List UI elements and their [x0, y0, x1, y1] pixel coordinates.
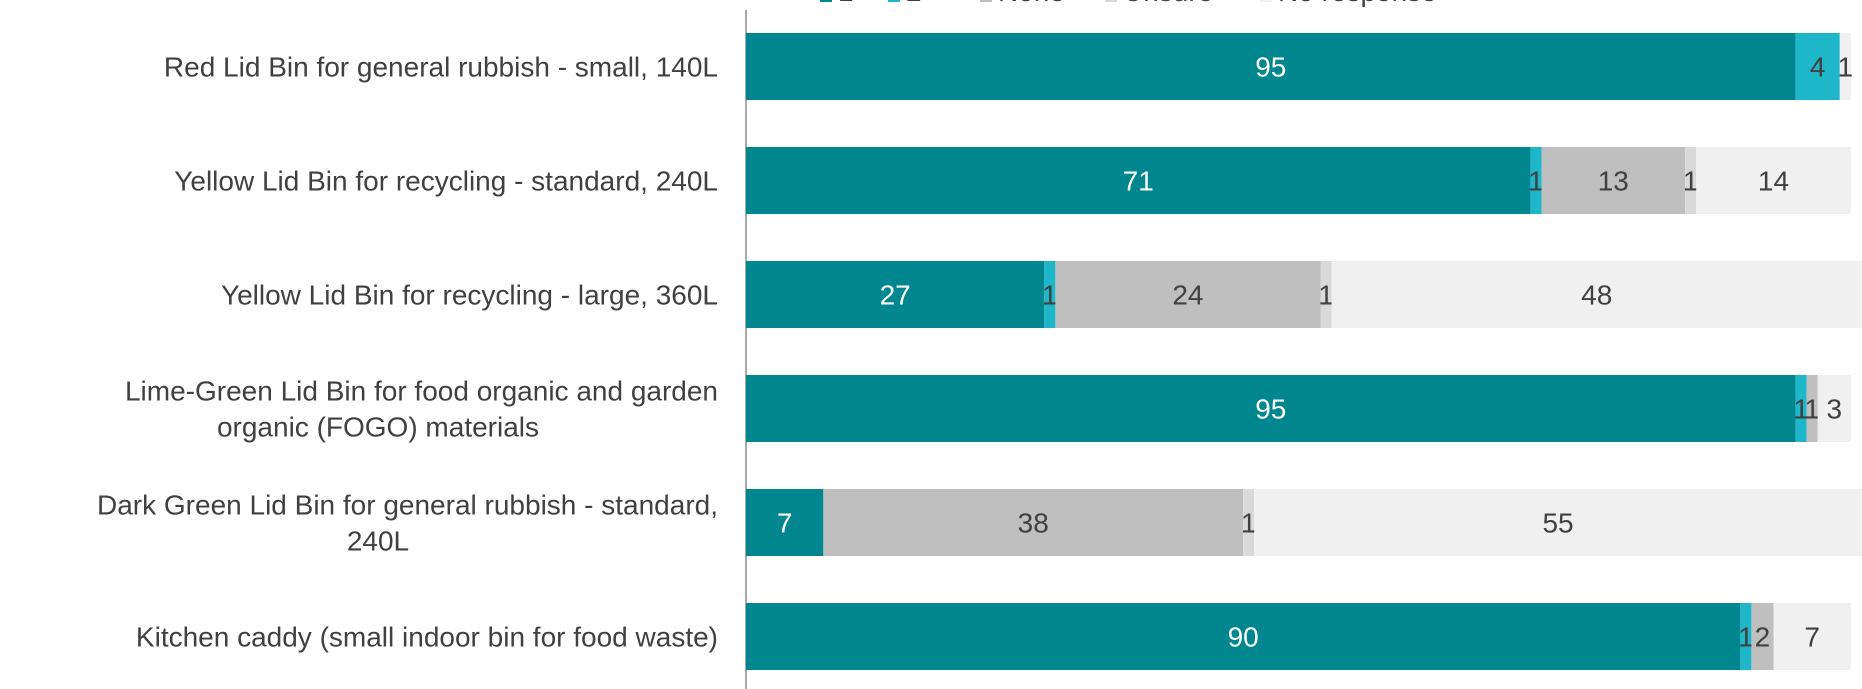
data-label-0-1: 4: [1810, 52, 1826, 83]
legend-label-1: 2+: [906, 0, 938, 7]
data-label-3-1: 1: [1793, 394, 1809, 425]
data-label-2-0: 27: [880, 280, 911, 311]
category-label-5: Kitchen caddy (small indoor bin for food…: [136, 622, 718, 653]
bar-segment-1-0: [746, 147, 1531, 214]
category-label-4-line-0: Dark Green Lid Bin for general rubbish -…: [97, 490, 718, 521]
bar-segment-3-2: [1806, 375, 1818, 442]
legend-label-3: Unsure: [1123, 0, 1213, 7]
category-label-1: Yellow Lid Bin for recycling - standard,…: [174, 166, 718, 197]
bar-segment-5-0: [746, 603, 1741, 670]
data-label-5-4: 7: [1804, 622, 1820, 653]
legend-label-4: No response: [1278, 0, 1437, 7]
bar-segment-3-0: [746, 375, 1796, 442]
legend-swatch-1: [888, 0, 900, 2]
legend-swatch-4: [1260, 0, 1272, 2]
bar-segment-5-1: [1740, 603, 1752, 670]
bar-segment-2-3: [1320, 261, 1332, 328]
bar-segment-1-4: [1696, 147, 1851, 214]
data-label-2-1: 1: [1042, 280, 1058, 311]
bar-segment-5-2: [1751, 603, 1774, 670]
bar-segment-2-2: [1055, 261, 1321, 328]
legend-label-0: 1: [838, 0, 854, 7]
data-label-2-3: 1: [1318, 280, 1334, 311]
data-label-3-0: 95: [1255, 394, 1286, 425]
data-label-5-1: 1: [1738, 622, 1754, 653]
bar-segment-4-3: [1243, 489, 1255, 556]
data-label-5-2: 2: [1755, 622, 1771, 653]
data-label-1-4: 14: [1758, 166, 1789, 197]
category-label-4-line-1: 240L: [347, 526, 409, 557]
data-label-5-0: 90: [1228, 622, 1259, 653]
bar-segment-2-0: [746, 261, 1045, 328]
legend-swatch-3: [1105, 0, 1117, 2]
bar-segment-3-1: [1795, 375, 1807, 442]
bar-segment-3-4: [1817, 375, 1851, 442]
bar-segment-4-2: [823, 489, 1244, 556]
bar-segment-0-4: [1839, 33, 1851, 100]
data-label-3-2: 1: [1804, 394, 1820, 425]
data-label-2-4: 48: [1581, 280, 1612, 311]
bar-segment-2-4: [1331, 261, 1862, 328]
bar-segment-5-4: [1773, 603, 1851, 670]
legend-swatch-0: [820, 0, 832, 2]
legend-label-2: None: [998, 0, 1065, 7]
bar-segment-4-4: [1254, 489, 1862, 556]
bar-segment-0-1: [1795, 33, 1840, 100]
bar-segment-1-3: [1685, 147, 1697, 214]
category-label-3-line-1: organic (FOGO) materials: [217, 412, 539, 443]
bar-segment-1-1: [1530, 147, 1542, 214]
data-label-1-2: 13: [1598, 166, 1629, 197]
data-label-0-0: 95: [1255, 52, 1286, 83]
data-label-4-3: 1: [1241, 508, 1257, 539]
category-label-3-line-0: Lime-Green Lid Bin for food organic and …: [125, 376, 718, 407]
data-label-4-4: 55: [1542, 508, 1573, 539]
data-label-2-2: 24: [1172, 280, 1203, 311]
data-label-1-3: 1: [1683, 166, 1699, 197]
category-label-2: Yellow Lid Bin for recycling - large, 36…: [221, 280, 718, 311]
data-label-4-0: 7: [777, 508, 793, 539]
bar-segment-1-2: [1541, 147, 1686, 214]
data-label-3-4: 3: [1826, 394, 1842, 425]
data-label-1-1: 1: [1528, 166, 1544, 197]
bar-segment-0-0: [746, 33, 1796, 100]
data-label-1-0: 71: [1123, 166, 1154, 197]
legend-swatch-2: [980, 0, 992, 2]
category-label-0: Red Lid Bin for general rubbish - small,…: [164, 52, 718, 83]
data-label-4-2: 38: [1018, 508, 1049, 539]
bar-segment-4-0: [746, 489, 824, 556]
bar-segment-2-1: [1044, 261, 1056, 328]
data-label-0-4: 1: [1838, 52, 1854, 83]
